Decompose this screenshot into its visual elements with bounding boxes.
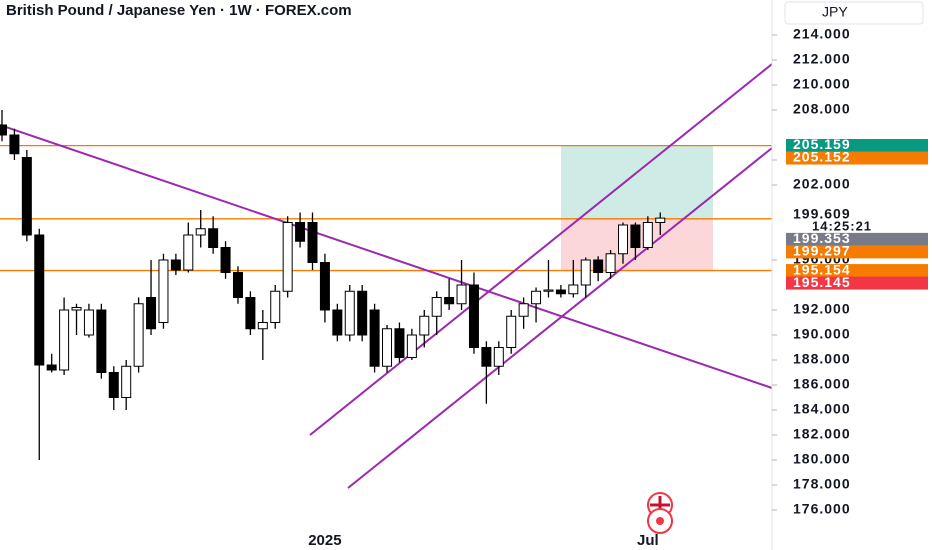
candle-body [382,328,393,367]
candle-body [245,297,256,330]
candle-body [83,309,94,336]
target-zone [561,145,713,219]
candle-body [593,259,604,273]
candle-body [406,334,417,358]
candle-body [195,228,206,236]
candle-body [0,124,7,136]
candle-body [208,228,219,248]
candle-body [96,309,107,373]
flag-icons [647,492,673,534]
candle-body [518,303,529,317]
candle-body [369,309,380,367]
y-tick-label: 190.000 [793,326,851,342]
currency-box[interactable] [784,1,924,25]
candle-body [170,259,181,271]
candle-body [34,234,45,366]
trendline [0,124,773,389]
channel-line [309,63,773,436]
candle-body [307,222,318,263]
candle-body [493,347,504,367]
candle-body [158,259,169,323]
price-label: 205.159 [793,136,851,152]
candle-body [394,328,405,358]
candle-body [580,259,591,286]
candle-body [642,222,653,248]
candle-body [133,303,144,367]
candle-body [506,315,517,348]
price-label: 195.154 [793,261,851,277]
candle-body [456,284,467,305]
candle-body [270,290,281,323]
candle-body [531,290,542,305]
candle-body [9,134,20,155]
y-tick-label: 214.000 [793,26,851,42]
y-tick-label: 192.000 [793,301,851,317]
y-tick-label: 186.000 [793,376,851,392]
candle-body [257,322,268,330]
candle-body [481,347,492,367]
candle-body [444,297,455,305]
candle-body [21,157,32,236]
y-tick-label: 180.000 [793,451,851,467]
candle-body [295,222,306,242]
candle-body [543,289,554,292]
candle-body [419,315,430,336]
countdown: 14:25:21 [812,218,872,233]
price-label-box [786,232,928,246]
candle-body [108,372,119,398]
candle-body [630,224,641,248]
candle-body [431,297,442,317]
y-tick-label: 184.000 [793,401,851,417]
candle-body [71,307,82,311]
y-tick-label: 202.000 [793,176,851,192]
price-label-box [786,276,928,290]
price-label-box [786,264,928,278]
y-tick-label: 182.000 [793,426,851,442]
y-tick-label: 188.000 [793,351,851,367]
chart-title: British Pound / Japanese Yen · 1W · FORE… [6,2,352,19]
candle-body [344,290,355,336]
price-label-box [786,245,928,259]
candle-body [232,272,243,298]
y-tick-label: 208.000 [793,101,851,117]
y-tick-label: 176.000 [793,501,851,517]
candle-body [121,365,132,398]
candle-body [146,297,157,330]
price-label: 205.152 [793,149,851,165]
candle-body [220,247,231,273]
candle-body [332,309,343,336]
price-label-box [786,208,928,234]
x-tick-label: Jul [637,532,659,549]
price-label-box [786,151,928,165]
candle-body [468,284,479,348]
flag-dot [656,517,664,525]
candle-body [319,262,330,311]
y-tick-label: 178.000 [793,476,851,492]
candle-body [183,234,194,271]
candle-body [618,224,628,255]
price-label-box [786,139,928,153]
candle-body [357,290,368,336]
candle-body [555,289,566,295]
y-tick-label: 210.000 [793,76,851,92]
candle-body [568,284,579,295]
y-tick-label: 212.000 [793,51,851,67]
candle-body [605,253,616,273]
price-label: 199.297 [793,243,851,259]
candle-body [59,309,70,371]
currency: JPY [822,4,848,20]
price-label: 199.353 [793,230,851,246]
candle-body [282,222,293,292]
candle-body [655,217,666,223]
channel-line [347,147,773,489]
candle-body [46,364,57,371]
x-tick-label: 2025 [308,532,341,549]
price-label: 195.145 [793,274,851,290]
price-label: 199.609 [793,206,851,222]
